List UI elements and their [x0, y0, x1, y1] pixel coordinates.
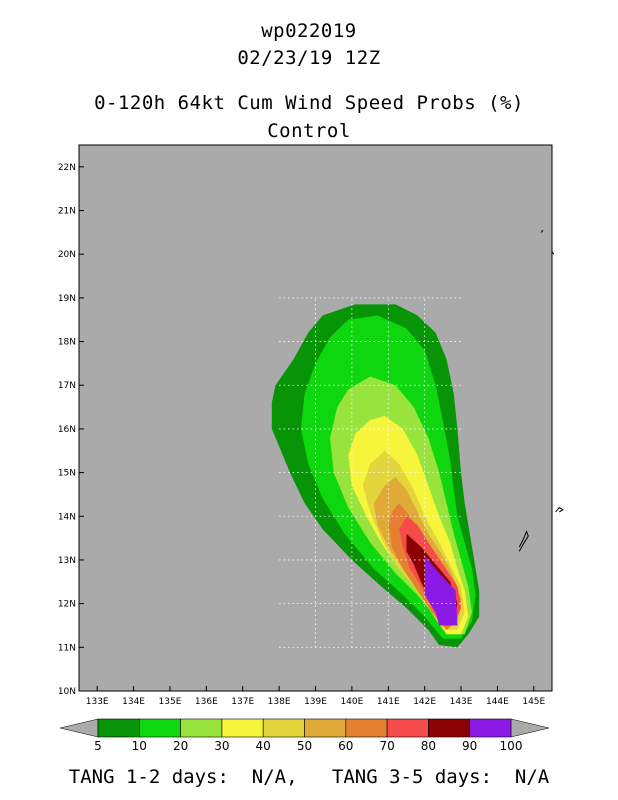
colorbar-swatch	[345, 718, 388, 738]
colorbar: 5 10 20 30 40 50 60 70 80 90 100	[59, 718, 550, 753]
x-axis: 133E 134E 135E 136E 137E 138E 139E 140E 141E 142E…	[86, 686, 546, 707]
y-tick-label: 14N	[58, 512, 76, 522]
colorbar-label: 90	[462, 739, 477, 753]
x-tick-label: 144E	[486, 697, 509, 707]
y-tick-label: 21N	[58, 207, 76, 217]
island-outline	[518, 530, 529, 552]
colorbar-swatch	[386, 718, 429, 738]
x-tick-label: 135E	[159, 697, 182, 707]
colorbar-swatch	[180, 718, 223, 738]
datetime-title: 02/23/19 12Z	[237, 47, 381, 69]
y-tick-label: 13N	[58, 556, 76, 566]
x-tick-label: 134E	[122, 697, 145, 707]
colorbar-swatch	[428, 718, 470, 738]
colorbar-swatch	[221, 718, 264, 738]
x-tick-label: 137E	[231, 697, 254, 707]
x-tick-label: 145E	[522, 697, 545, 707]
x-tick-label: 141E	[377, 697, 400, 707]
y-tick-label: 17N	[58, 381, 76, 391]
y-tick-label: 11N	[58, 643, 76, 653]
colorbar-label: 50	[297, 739, 312, 753]
y-tick-label: 16N	[58, 425, 76, 435]
y-tick-label: 18N	[58, 338, 76, 348]
member-subtitle: Control	[267, 120, 351, 142]
probability-contours	[271, 304, 480, 648]
y-tick-label: 19N	[58, 294, 76, 304]
x-tick-label: 140E	[340, 697, 363, 707]
x-tick-label: 143E	[450, 697, 473, 707]
colorbar-max-arrow	[510, 718, 550, 738]
colorbar-swatch	[262, 718, 305, 738]
y-tick-label: 20N	[58, 250, 76, 260]
colorbar-label: 60	[338, 739, 353, 753]
colorbar-label: 20	[173, 739, 188, 753]
colorbar-label: 80	[421, 739, 436, 753]
colorbar-label: 30	[214, 739, 229, 753]
colorbar-swatch	[469, 718, 512, 738]
x-tick-label: 142E	[413, 697, 436, 707]
x-tick-label: 138E	[268, 697, 291, 707]
product-title: 0-120h 64kt Cum Wind Speed Probs (%)	[94, 92, 524, 114]
colorbar-label: 70	[379, 739, 394, 753]
lat-lon-grid	[279, 297, 462, 648]
island-outline	[555, 506, 564, 513]
storm-id-title: wp022019	[261, 20, 357, 42]
x-tick-label: 133E	[86, 697, 109, 707]
colorbar-label: 40	[256, 739, 271, 753]
colorbar-label: 100	[500, 739, 523, 753]
x-tick-label: 139E	[304, 697, 327, 707]
colorbar-swatch	[97, 718, 140, 738]
y-tick-label: 15N	[58, 469, 76, 479]
contour-90-percent	[424, 555, 458, 626]
y-axis: 10N 11N 12N 13N 14N 15N 16N 17N 18N 19N 20N 21N 22N	[58, 163, 84, 697]
colorbar-label: 5	[94, 739, 102, 753]
colorbar-label: 10	[132, 739, 147, 753]
y-tick-label: 12N	[58, 600, 76, 610]
colorbar-swatch	[304, 718, 347, 738]
tang-footer: TANG 1-2 days: N/A, TANG 3-5 days: N/A	[68, 766, 550, 788]
x-tick-label: 136E	[195, 697, 218, 707]
colorbar-min-arrow	[59, 718, 99, 738]
island-outline	[540, 229, 544, 233]
colorbar-swatch	[139, 718, 181, 738]
y-tick-label: 22N	[58, 163, 76, 173]
y-tick-label: 10N	[58, 687, 76, 697]
